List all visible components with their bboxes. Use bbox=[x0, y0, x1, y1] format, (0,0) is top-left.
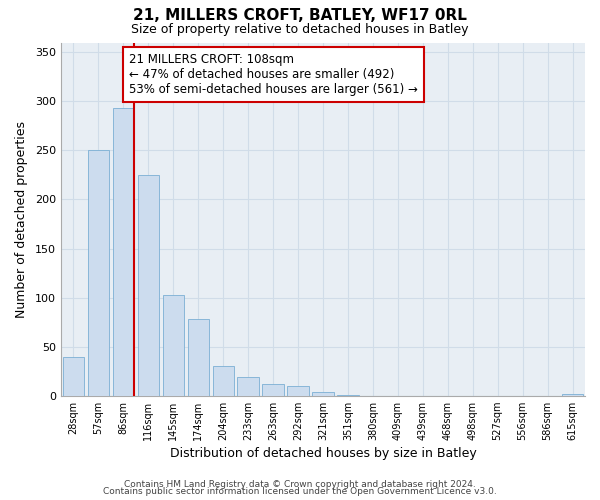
Bar bbox=[313, 392, 334, 396]
Text: 21, MILLERS CROFT, BATLEY, WF17 0RL: 21, MILLERS CROFT, BATLEY, WF17 0RL bbox=[133, 8, 467, 22]
Bar bbox=[188, 319, 209, 396]
Text: Size of property relative to detached houses in Batley: Size of property relative to detached ho… bbox=[131, 22, 469, 36]
Text: 21 MILLERS CROFT: 108sqm
← 47% of detached houses are smaller (492)
53% of semi-: 21 MILLERS CROFT: 108sqm ← 47% of detach… bbox=[129, 53, 418, 96]
X-axis label: Distribution of detached houses by size in Batley: Distribution of detached houses by size … bbox=[170, 447, 476, 460]
Bar bbox=[137, 175, 159, 396]
Bar bbox=[287, 386, 308, 396]
Bar bbox=[163, 294, 184, 396]
Text: Contains HM Land Registry data © Crown copyright and database right 2024.: Contains HM Land Registry data © Crown c… bbox=[124, 480, 476, 489]
Bar bbox=[262, 384, 284, 396]
Bar bbox=[337, 394, 359, 396]
Y-axis label: Number of detached properties: Number of detached properties bbox=[15, 120, 28, 318]
Bar bbox=[212, 366, 234, 396]
Bar bbox=[88, 150, 109, 396]
Bar bbox=[238, 377, 259, 396]
Bar bbox=[113, 108, 134, 396]
Text: Contains public sector information licensed under the Open Government Licence v3: Contains public sector information licen… bbox=[103, 487, 497, 496]
Bar bbox=[562, 394, 583, 396]
Bar bbox=[63, 358, 84, 396]
